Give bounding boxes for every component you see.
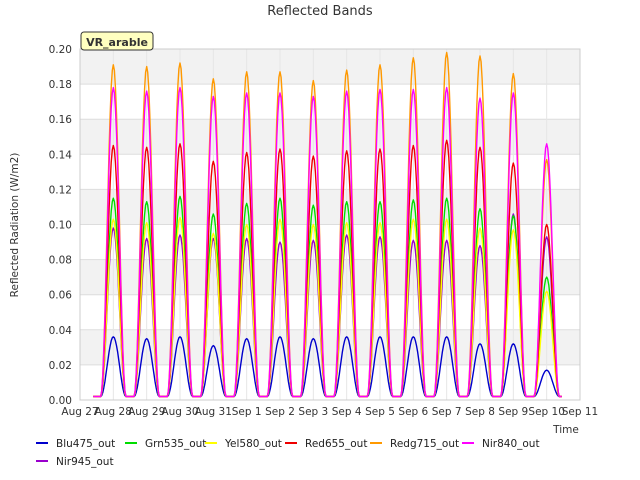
grid-band — [80, 119, 580, 155]
badge: VR_arable — [80, 31, 154, 51]
x-tick-label: Sep 11 — [562, 406, 599, 418]
y-tick-label: 0.10 — [49, 220, 72, 232]
badge-box — [80, 31, 154, 51]
legend-label: Grn535_out — [145, 438, 206, 450]
grid-bands — [80, 49, 580, 365]
y-axis-title: Reflected Radiation (W/m2) — [9, 153, 21, 298]
y-tick-label: 0.08 — [49, 255, 72, 267]
legend-label: Blu475_out — [56, 438, 115, 450]
x-tick-label: Aug 27 — [61, 406, 98, 418]
legend-label: Red655_out — [305, 438, 367, 450]
badge-label: VR_arable — [86, 36, 148, 49]
x-tick-label: Sep 6 — [398, 406, 428, 418]
x-tick-label: Sep 5 — [365, 406, 395, 418]
x-axis-title: Time — [552, 424, 579, 436]
x-tick-label: Aug 29 — [128, 406, 165, 418]
legend: Blu475_out Grn535_out Yel580_out Red655_out… — [36, 438, 540, 468]
x-tick-label: Aug 28 — [95, 406, 132, 418]
x-tick-label: Sep 1 — [232, 406, 262, 418]
x-tick-label: Sep 8 — [465, 406, 495, 418]
x-tick-label: Aug 31 — [195, 406, 232, 418]
y-tick-label: 0.20 — [49, 44, 72, 56]
y-tick-label: 0.12 — [49, 184, 72, 196]
grid-band — [80, 329, 580, 365]
x-tick-label: Sep 9 — [498, 406, 528, 418]
grid-band — [80, 189, 580, 225]
x-tick-label: Sep 3 — [298, 406, 328, 418]
series-line-nir840_out — [93, 86, 562, 398]
x-tick-label: Sep 2 — [265, 406, 295, 418]
series-layer — [93, 51, 562, 398]
legend-label: Yel580_out — [224, 438, 282, 450]
y-axis: 0.00 0.02 0.04 0.06 0.08 0.10 0.12 0.14 0.16 0.18… — [49, 44, 73, 407]
x-tick-label: Aug 30 — [161, 406, 198, 418]
x-tick-label: Sep 10 — [528, 406, 565, 418]
y-tick-label: 0.16 — [49, 114, 73, 126]
y-tick-label: 0.06 — [49, 290, 73, 302]
grid-band — [80, 49, 580, 85]
grid-band — [80, 259, 580, 295]
x-tick-label: Sep 4 — [332, 406, 362, 418]
chart-title: Reflected Bands — [267, 4, 373, 19]
y-tick-label: 0.04 — [49, 325, 73, 337]
y-tick-label: 0.00 — [49, 395, 72, 407]
x-tick-label: Sep 7 — [432, 406, 462, 418]
legend-label: Redg715_out — [390, 438, 459, 450]
y-tick-label: 0.02 — [49, 360, 72, 372]
plot-frame — [79, 48, 581, 401]
y-tick-label: 0.14 — [49, 149, 73, 161]
legend-label: Nir840_out — [482, 438, 540, 450]
legend-label: Nir945_out — [56, 456, 114, 468]
y-tick-label: 0.18 — [49, 79, 72, 91]
